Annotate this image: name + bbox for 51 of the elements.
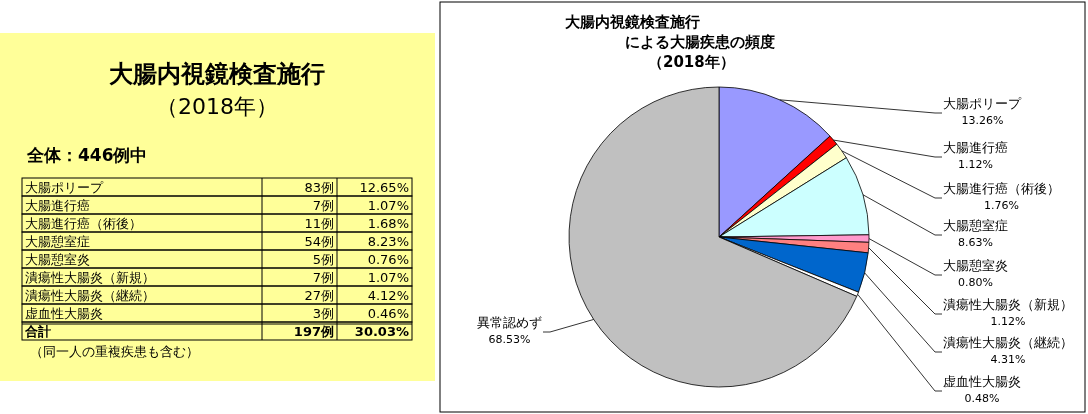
slice-label: 潰瘍性大腸炎（新規） xyxy=(943,297,1073,312)
slice-label: 大腸ポリープ xyxy=(943,96,1022,111)
data-label: 1.12% xyxy=(990,315,1026,328)
category-label: 合計 xyxy=(24,324,51,339)
slice-label: 虚血性大腸炎 xyxy=(943,374,1021,389)
data-label: 0.48% xyxy=(964,392,1000,405)
slice-label: 潰瘍性大腸炎（継続） xyxy=(943,335,1073,350)
data-label: 11例 xyxy=(304,216,334,231)
data-label: 68.53% xyxy=(488,333,531,346)
text: （2018年） xyxy=(156,94,278,119)
chart-subtitle: （2018年） xyxy=(648,53,735,71)
data-label: 1.68% xyxy=(367,216,409,231)
data-label: 30.03% xyxy=(354,324,409,339)
category-label: 潰瘍性大腸炎（新規） xyxy=(25,270,155,285)
data-label: 3例 xyxy=(312,306,334,321)
category-label: 大腸ポリープ xyxy=(25,180,104,195)
data-label: 0.80% xyxy=(958,276,993,289)
slice-label: 大腸憩室症 xyxy=(943,218,1008,233)
data-label: 8.63% xyxy=(958,236,993,249)
slice-label: 大腸進行癌（術後） xyxy=(943,181,1060,196)
category-label: 潰瘍性大腸炎（継続） xyxy=(25,288,155,303)
data-label: 27例 xyxy=(304,288,334,303)
text: 全体：446例中 xyxy=(26,145,148,165)
data-label: 8.23% xyxy=(367,234,409,249)
data-label: 5例 xyxy=(312,252,334,267)
data-label: 4.31% xyxy=(990,353,1026,366)
data-label: 83例 xyxy=(304,180,334,195)
category-label: 大腸憩室症 xyxy=(25,234,90,249)
slice-label: 大腸憩室炎 xyxy=(943,258,1008,273)
data-label: 1.76% xyxy=(984,199,1019,212)
data-label: 1.07% xyxy=(367,198,409,213)
data-label: 1.07% xyxy=(367,270,409,285)
data-label: 12.65% xyxy=(359,180,409,195)
data-label: 0.46% xyxy=(367,306,409,321)
text: 大腸内視鏡検査施行 xyxy=(109,60,325,88)
slice-label: 異常認めず xyxy=(477,315,542,330)
category-label: 大腸進行癌 xyxy=(25,198,90,213)
category-label: 大腸進行癌（術後） xyxy=(25,216,142,231)
slice-label: 大腸進行癌 xyxy=(943,140,1008,155)
data-label: 0.76% xyxy=(367,252,409,267)
data-label: 1.12% xyxy=(958,158,993,171)
data-label: 197例 xyxy=(293,324,334,339)
data-label: 54例 xyxy=(304,234,334,249)
data-label: 4.12% xyxy=(367,288,409,303)
data-label: 7例 xyxy=(312,270,334,285)
text: （同一人の重複疾患も含む） xyxy=(30,344,199,359)
chart-title: 大腸内視鏡検査施行による大腸疾患の頻度 xyxy=(565,13,775,51)
category-label: 大腸憩室炎 xyxy=(25,252,90,267)
category-label: 虚血性大腸炎 xyxy=(25,306,103,321)
data-label: 13.26% xyxy=(961,114,1004,127)
data-label: 7例 xyxy=(312,198,334,213)
